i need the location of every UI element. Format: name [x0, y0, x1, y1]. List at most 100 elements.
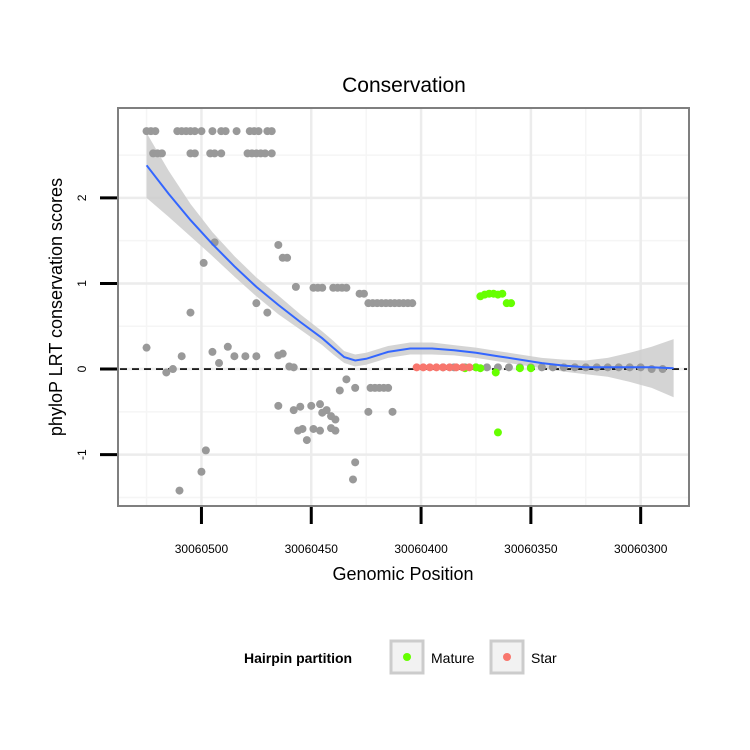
- point-star: [412, 363, 421, 372]
- y-tick-label: -1: [75, 449, 89, 460]
- x-tick-label: 30060450: [285, 542, 339, 556]
- point-unassigned: [162, 368, 171, 377]
- point-unassigned: [230, 352, 239, 361]
- point-unassigned: [151, 127, 160, 136]
- point-unassigned: [384, 383, 393, 392]
- point-mature: [526, 364, 535, 373]
- point-unassigned: [210, 149, 219, 158]
- point-unassigned: [157, 149, 166, 158]
- point-unassigned: [267, 127, 276, 136]
- chart-title: Conservation: [342, 74, 466, 97]
- point-unassigned: [335, 386, 344, 395]
- point-unassigned: [388, 407, 397, 416]
- x-tick-label: 30060350: [504, 542, 558, 556]
- point-unassigned: [263, 308, 272, 317]
- point-unassigned: [351, 383, 360, 392]
- point-unassigned: [223, 342, 232, 351]
- point-mature: [507, 299, 516, 308]
- point-star: [458, 363, 467, 372]
- legend: Hairpin partition Mature Star: [244, 639, 557, 675]
- point-unassigned: [318, 283, 327, 292]
- point-unassigned: [348, 475, 357, 484]
- point-unassigned: [274, 401, 283, 410]
- points-layer: [142, 127, 667, 495]
- legend-key-star: [503, 653, 511, 661]
- point-unassigned: [289, 406, 298, 415]
- point-mature: [476, 364, 485, 373]
- point-star: [419, 363, 428, 372]
- point-unassigned: [197, 127, 206, 136]
- point-mature: [515, 364, 524, 373]
- point-star: [452, 363, 461, 372]
- y-tick-label: 2: [75, 194, 89, 201]
- point-unassigned: [232, 127, 241, 136]
- point-unassigned: [322, 406, 331, 415]
- point-mature: [491, 368, 500, 377]
- y-tick-label: 1: [75, 280, 89, 287]
- point-unassigned: [298, 424, 307, 433]
- confidence-ribbon-layer: [146, 132, 674, 398]
- point-unassigned: [482, 363, 491, 372]
- point-unassigned: [241, 352, 250, 361]
- point-star: [425, 363, 434, 372]
- point-unassigned: [186, 308, 195, 317]
- point-star: [445, 363, 454, 372]
- point-unassigned: [278, 349, 287, 358]
- point-unassigned: [252, 299, 261, 308]
- point-unassigned: [254, 127, 263, 136]
- smooth-line: [145, 164, 674, 370]
- point-unassigned: [307, 401, 316, 410]
- point-unassigned: [359, 289, 368, 298]
- point-unassigned: [142, 343, 151, 352]
- smooth-line-layer: [145, 164, 674, 370]
- y-tick-label: 0: [75, 365, 89, 372]
- point-unassigned: [221, 127, 230, 136]
- point-unassigned: [296, 402, 305, 411]
- point-unassigned: [252, 352, 261, 361]
- point-unassigned: [331, 415, 340, 424]
- point-unassigned: [504, 363, 513, 372]
- point-unassigned: [342, 375, 351, 384]
- point-unassigned: [351, 458, 360, 467]
- point-unassigned: [197, 467, 206, 476]
- y-axis-title: phyloP LRT conservation scores: [46, 178, 66, 436]
- point-unassigned: [274, 240, 283, 249]
- x-tick-label: 30060300: [614, 542, 668, 556]
- point-unassigned: [658, 365, 667, 374]
- point-unassigned: [316, 400, 325, 409]
- y-axis: -1 0 1 2: [75, 194, 117, 460]
- point-unassigned: [331, 426, 340, 435]
- legend-title: Hairpin partition: [244, 650, 352, 666]
- point-unassigned: [316, 426, 325, 435]
- point-unassigned: [208, 347, 217, 356]
- point-unassigned: [190, 149, 199, 158]
- point-unassigned: [177, 352, 186, 361]
- point-unassigned: [201, 446, 210, 455]
- x-axis-title: Genomic Position: [332, 564, 473, 584]
- point-unassigned: [291, 282, 300, 291]
- confidence-ribbon: [146, 132, 674, 398]
- point-unassigned: [364, 407, 373, 416]
- point-unassigned: [289, 363, 298, 372]
- point-unassigned: [647, 365, 656, 374]
- point-unassigned: [261, 149, 270, 158]
- point-unassigned: [168, 365, 177, 374]
- point-unassigned: [267, 149, 276, 158]
- legend-key-mature: [403, 653, 411, 661]
- point-unassigned: [283, 253, 292, 262]
- point-unassigned: [537, 363, 546, 372]
- point-star: [439, 363, 448, 372]
- point-unassigned: [208, 127, 217, 136]
- x-tick-label: 30060500: [175, 542, 229, 556]
- point-unassigned: [215, 359, 224, 368]
- point-mature: [493, 428, 502, 437]
- x-tick-label: 30060400: [394, 542, 448, 556]
- point-mature: [498, 289, 507, 298]
- point-unassigned: [309, 424, 318, 433]
- point-unassigned: [217, 149, 226, 158]
- point-unassigned: [408, 299, 417, 308]
- point-unassigned: [175, 486, 184, 495]
- point-star: [465, 363, 474, 372]
- point-unassigned: [302, 436, 311, 445]
